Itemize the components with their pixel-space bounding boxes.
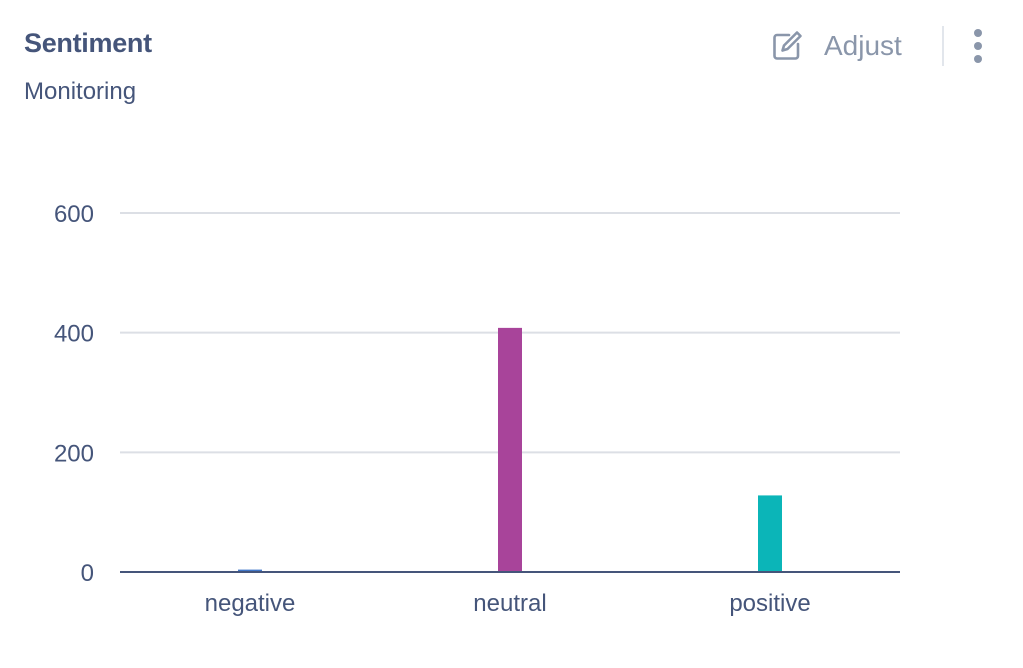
bar-positive[interactable] xyxy=(758,495,782,572)
x-tick-label-negative: negative xyxy=(205,590,296,617)
y-tick-label: 600 xyxy=(54,201,94,228)
card-title: Sentiment xyxy=(24,28,152,58)
x-tick-label-positive: positive xyxy=(729,590,810,617)
header-divider xyxy=(942,26,944,66)
more-vertical-icon xyxy=(974,29,982,37)
edit-icon xyxy=(770,29,804,63)
bar-negative[interactable] xyxy=(238,569,262,572)
bar-neutral[interactable] xyxy=(498,327,522,572)
adjust-label: Adjust xyxy=(824,30,902,61)
y-tick-label: 200 xyxy=(54,440,94,467)
adjust-button[interactable]: Adjust xyxy=(770,26,902,66)
card-subtitle: Monitoring xyxy=(24,78,137,105)
more-options-button[interactable] xyxy=(964,26,992,66)
y-tick-label: 400 xyxy=(54,321,94,348)
y-tick-label: 0 xyxy=(81,560,94,587)
x-tick-label-neutral: neutral xyxy=(473,590,546,617)
